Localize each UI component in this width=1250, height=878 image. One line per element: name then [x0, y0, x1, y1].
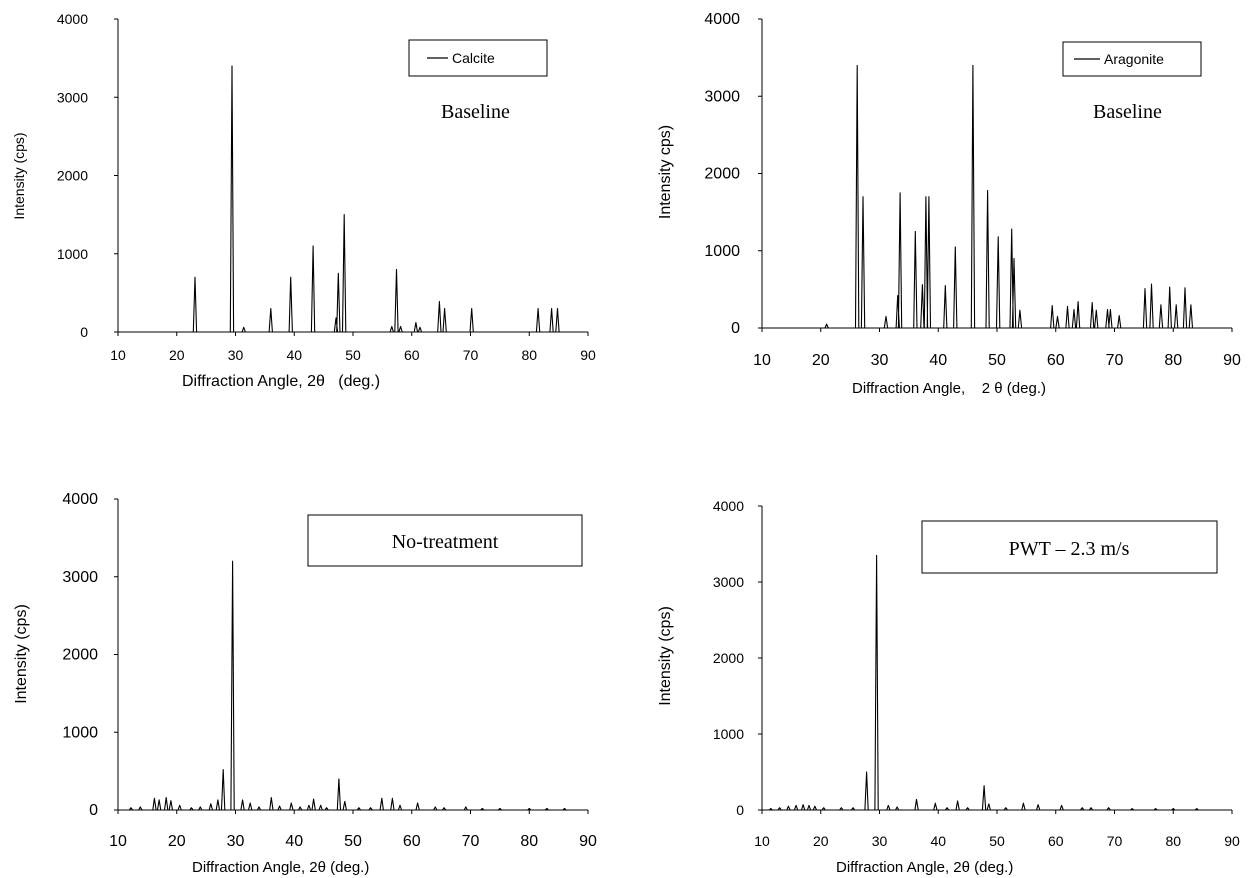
y-tick-labels: 0 1000 2000 3000 4000	[704, 11, 762, 337]
x-axis-label: Diffraction Angle, 2θ (deg.)	[182, 373, 380, 390]
x-tick-label: 60	[404, 347, 420, 363]
x-tick-label: 10	[753, 352, 771, 369]
x-tick-label: 90	[580, 347, 596, 363]
x-tick-label: 90	[1224, 833, 1240, 849]
x-tick-label: 80	[521, 347, 537, 363]
x-tick-label: 20	[812, 352, 830, 369]
x-tick-labels: 10 20 30 40 50 60 70 80 90	[753, 328, 1241, 369]
legend: Aragonite	[1062, 41, 1202, 77]
y-tick-label: 1000	[704, 243, 740, 260]
y-tick-label: 2000	[57, 168, 88, 184]
y-tick-label: 0	[80, 324, 88, 340]
chart-aragonite-baseline: 0 1000 2000 3000 4000 10 20 30 40 50 60 70 80 90 Int…	[657, 11, 1241, 397]
y-tick-label: 2000	[62, 647, 98, 664]
y-tick-label: 1000	[713, 726, 744, 742]
x-tick-label: 40	[930, 833, 946, 849]
y-tick-label: 4000	[57, 11, 88, 27]
x-tick-label: 30	[228, 347, 244, 363]
x-tick-label: 70	[1106, 352, 1124, 369]
x-tick-label: 10	[754, 833, 770, 849]
x-tick-label: 70	[462, 833, 480, 850]
x-tick-label: 80	[1164, 352, 1182, 369]
x-tick-label: 10	[109, 833, 127, 850]
x-tick-labels: 10 20 30 40 50 60 70 80 90	[109, 810, 597, 850]
series-line-no-treatment	[118, 560, 567, 811]
x-tick-label: 30	[871, 352, 889, 369]
y-tick-label: 3000	[62, 569, 98, 586]
y-tick-label: 4000	[704, 11, 740, 28]
y-tick-label: 1000	[62, 724, 98, 741]
chart-calcite-baseline: 0 1000 2000 3000 4000 10 20 30 40 50 60 70 80 90 Int…	[11, 11, 596, 390]
y-tick-label: 2000	[704, 166, 740, 183]
y-tick-label: 2000	[713, 650, 744, 666]
x-tick-label: 20	[168, 833, 186, 850]
legend-label-aragonite: Aragonite	[1104, 51, 1164, 67]
x-tick-label: 60	[1047, 352, 1065, 369]
x-axis-label: Diffraction Angle, 2θ (deg.)	[192, 859, 369, 876]
x-tick-label: 70	[463, 347, 479, 363]
x-axis-label: Diffraction Angle, 2θ (deg.)	[836, 859, 1013, 876]
y-tick-label: 1000	[57, 246, 88, 262]
annotation-box	[921, 520, 1218, 574]
x-tick-label: 30	[227, 833, 245, 850]
x-tick-label: 50	[989, 833, 1005, 849]
y-tick-label: 3000	[704, 88, 740, 105]
series-line-calcite	[118, 65, 565, 333]
legend: Calcite	[408, 39, 548, 77]
x-tick-labels: 10 20 30 40 50 60 70 80 90	[754, 810, 1240, 849]
annotation-pwt: PWT – 2.3 m/s	[1009, 538, 1130, 560]
annotation-baseline: Baseline	[1093, 101, 1162, 123]
chart-no-treatment: 0 1000 2000 3000 4000 10 20 30 40 50 60 70 80 90 Int…	[13, 491, 597, 876]
legend-label-calcite: Calcite	[452, 50, 495, 66]
x-tick-label: 20	[813, 833, 829, 849]
y-tick-labels: 0 1000 2000 3000 4000	[713, 498, 762, 818]
y-axis-label: Intensity (cps)	[11, 132, 27, 219]
y-axis-label: Intensity cps)	[657, 125, 674, 219]
y-tick-label: 3000	[57, 89, 88, 105]
x-tick-label: 90	[579, 833, 597, 850]
x-tick-label: 40	[286, 347, 302, 363]
x-tick-label: 60	[403, 833, 421, 850]
x-tick-label: 90	[1223, 352, 1241, 369]
series-line-aragonite	[762, 64, 1209, 329]
x-tick-label: 50	[345, 347, 361, 363]
x-tick-label: 30	[872, 833, 888, 849]
x-tick-label: 50	[988, 352, 1006, 369]
series-line-pwt	[762, 554, 1209, 811]
y-tick-label: 0	[731, 320, 740, 337]
x-tick-label: 20	[169, 347, 185, 363]
y-tick-label: 4000	[713, 498, 744, 514]
chart-pwt-2-3: 0 1000 2000 3000 4000 10 20 30 40 50 60 70 80 90 Int…	[657, 498, 1240, 876]
x-tick-label: 40	[285, 833, 303, 850]
annotation-no-treatment: No-treatment	[392, 531, 499, 553]
x-tick-label: 80	[520, 833, 538, 850]
y-tick-label: 4000	[62, 491, 98, 508]
x-tick-label: 40	[929, 352, 947, 369]
x-axis-label: Diffraction Angle, 2 θ (deg.)	[852, 380, 1046, 397]
annotation-baseline: Baseline	[441, 101, 510, 123]
x-tick-label: 60	[1048, 833, 1064, 849]
x-tick-label: 70	[1107, 833, 1123, 849]
x-tick-labels: 10 20 30 40 50 60 70 80 90	[110, 332, 596, 363]
y-tick-labels: 0 1000 2000 3000 4000	[57, 11, 118, 340]
y-tick-label: 3000	[713, 574, 744, 590]
x-tick-label: 50	[344, 833, 362, 850]
y-tick-label: 0	[89, 802, 98, 819]
y-axis-label: Intensity (cps)	[13, 604, 30, 704]
x-tick-label: 80	[1165, 833, 1181, 849]
y-axis-label: Intensity (cps)	[657, 606, 674, 706]
y-tick-labels: 0 1000 2000 3000 4000	[62, 491, 118, 819]
x-tick-label: 10	[110, 347, 126, 363]
annotation-box	[307, 514, 583, 567]
y-tick-label: 0	[736, 802, 744, 818]
